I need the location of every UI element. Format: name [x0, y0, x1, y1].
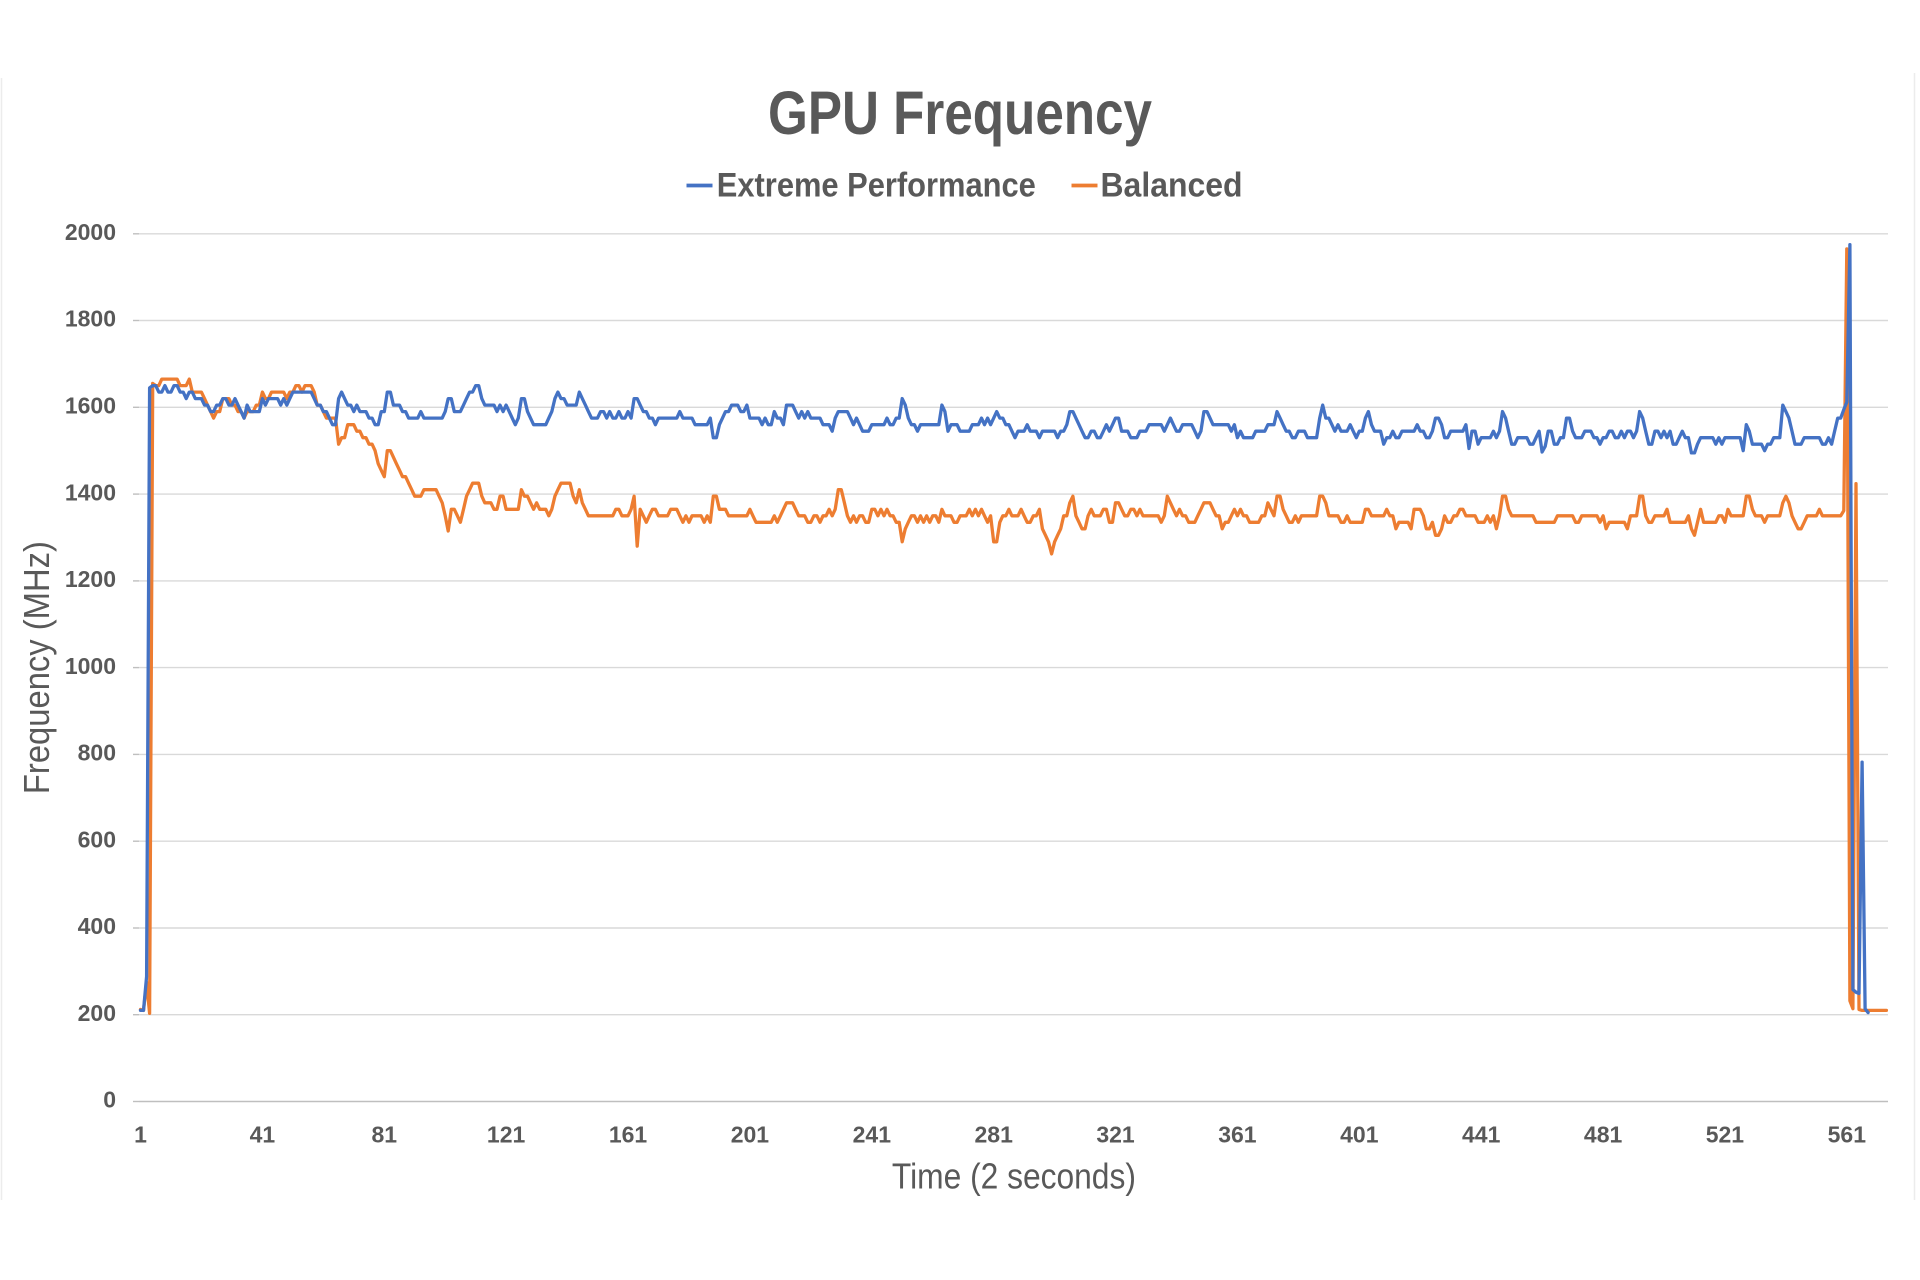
- svg-text:Frequency (MHz): Frequency (MHz): [16, 541, 57, 794]
- svg-text:481: 481: [1584, 1122, 1623, 1148]
- svg-text:361: 361: [1218, 1122, 1257, 1148]
- svg-text:Extreme Performance: Extreme Performance: [717, 167, 1036, 205]
- svg-text:561: 561: [1828, 1122, 1867, 1148]
- svg-text:281: 281: [975, 1122, 1014, 1148]
- svg-text:400: 400: [78, 913, 116, 939]
- svg-text:161: 161: [609, 1122, 648, 1148]
- svg-text:0: 0: [103, 1087, 116, 1113]
- svg-text:1000: 1000: [65, 653, 116, 679]
- svg-text:81: 81: [372, 1122, 398, 1148]
- svg-text:201: 201: [731, 1122, 770, 1148]
- svg-text:1600: 1600: [65, 393, 116, 419]
- svg-text:1400: 1400: [65, 479, 116, 505]
- svg-text:1: 1: [134, 1122, 147, 1148]
- svg-text:Time (2 seconds): Time (2 seconds): [892, 1156, 1136, 1197]
- svg-text:1200: 1200: [65, 566, 116, 592]
- svg-text:521: 521: [1706, 1122, 1745, 1148]
- svg-text:2000: 2000: [65, 219, 116, 245]
- svg-text:800: 800: [78, 740, 116, 766]
- svg-text:200: 200: [78, 1000, 116, 1026]
- svg-text:600: 600: [78, 826, 116, 852]
- svg-text:401: 401: [1340, 1122, 1379, 1148]
- svg-text:1800: 1800: [65, 306, 116, 332]
- svg-text:Balanced: Balanced: [1101, 167, 1243, 205]
- svg-text:41: 41: [250, 1122, 276, 1148]
- svg-text:121: 121: [487, 1122, 526, 1148]
- svg-text:321: 321: [1096, 1122, 1135, 1148]
- svg-text:GPU Frequency: GPU Frequency: [768, 79, 1152, 147]
- svg-text:241: 241: [853, 1122, 892, 1148]
- svg-text:441: 441: [1462, 1122, 1501, 1148]
